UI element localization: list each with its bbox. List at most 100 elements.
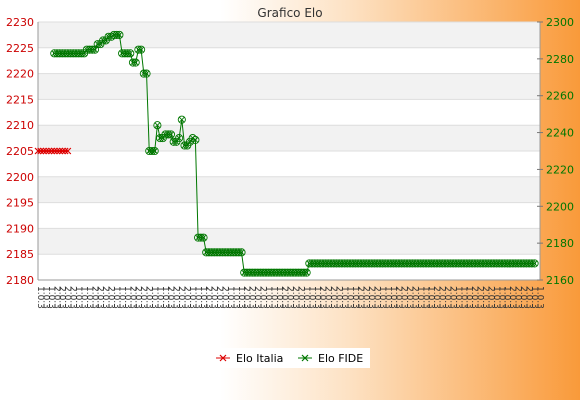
data-point	[66, 49, 75, 58]
data-point	[131, 58, 140, 67]
data-point	[500, 259, 509, 268]
data-point	[77, 49, 86, 58]
x-tick-label: 1.0.3	[464, 286, 474, 309]
x-tick-label: 2.0.3	[220, 286, 230, 309]
x-tick-label: 2.0.3	[328, 286, 338, 309]
x-tick-label: 1.0.3	[263, 286, 273, 309]
data-point	[316, 259, 325, 268]
data-point	[139, 69, 148, 78]
right-tick-label: 2240	[546, 127, 574, 140]
plot-band	[38, 176, 540, 203]
data-point	[329, 259, 338, 268]
x-tick-label: 2.0.3	[100, 286, 110, 309]
left-tick-label: 2195	[6, 197, 34, 210]
data-point	[327, 259, 336, 268]
data-point	[416, 259, 425, 268]
x-tick-label: 2.0.3	[144, 286, 154, 309]
data-point	[386, 259, 395, 268]
x-axis-ticks: 1.0.31.0.31.0.32.0.32.0.32.0.32.0.31.0.3…	[35, 286, 544, 309]
x-tick-label: 1.0.3	[73, 286, 83, 309]
data-point	[310, 259, 319, 268]
x-tick-label: 2.0.3	[317, 286, 327, 309]
x-tick-label: 1.0.3	[377, 286, 387, 309]
x-tick-label: 1.0.3	[458, 286, 468, 309]
data-point	[118, 49, 127, 58]
data-point	[454, 259, 463, 268]
data-point	[346, 259, 355, 268]
data-point	[525, 259, 534, 268]
left-tick-label: 2230	[6, 16, 34, 29]
data-point	[348, 259, 357, 268]
data-point	[180, 141, 189, 150]
x-tick-label: 2.0.3	[62, 286, 72, 309]
x-tick-label: 1.0.3	[415, 286, 425, 309]
data-point	[207, 248, 216, 257]
data-point	[150, 146, 159, 156]
data-point	[275, 268, 284, 277]
data-point	[53, 147, 61, 155]
data-point-cross	[160, 135, 166, 141]
x-tick-label: 1.0.3	[84, 286, 94, 309]
data-point	[519, 259, 528, 268]
data-point	[234, 248, 243, 257]
data-point	[40, 147, 47, 155]
data-point	[438, 259, 447, 268]
data-point	[487, 259, 496, 268]
data-point	[142, 69, 151, 78]
data-point	[175, 134, 184, 143]
data-point	[435, 259, 444, 268]
data-point-cross	[176, 135, 182, 141]
data-point	[177, 115, 186, 124]
x-tick-label: 2.0.3	[507, 286, 517, 309]
data-point	[443, 259, 452, 268]
x-tick-label: 1.0.3	[154, 286, 164, 309]
data-point	[394, 259, 403, 268]
x-tick-label: 1.0.3	[312, 286, 322, 309]
x-tick-label: 1.0.3	[453, 286, 463, 309]
data-point	[267, 268, 276, 277]
data-point-cross	[138, 46, 144, 53]
series-elo-italia	[34, 147, 72, 155]
legend-fide-marker	[301, 354, 309, 362]
data-point	[506, 259, 515, 268]
data-point-cross	[154, 122, 161, 129]
data-point	[191, 135, 200, 144]
data-point	[245, 268, 254, 277]
left-tick-label: 2225	[6, 42, 34, 55]
data-point	[74, 49, 83, 58]
left-tick-label: 2200	[6, 171, 34, 184]
plot-band	[38, 99, 540, 126]
x-tick-label: 1.0.3	[420, 286, 430, 309]
x-tick-label: 1.0.3	[534, 286, 544, 309]
data-point	[337, 259, 346, 268]
data-point	[58, 147, 66, 155]
x-tick-label: 2.0.3	[68, 286, 78, 309]
x-tick-label: 1.0.3	[306, 286, 316, 309]
x-tick-label: 2.0.3	[241, 286, 251, 309]
x-tick-label: 2.0.3	[95, 286, 105, 309]
data-point-cross	[200, 234, 207, 241]
data-point	[45, 147, 53, 155]
x-tick-label: 1.0.3	[225, 286, 235, 309]
data-point	[432, 259, 441, 268]
data-point	[351, 259, 360, 268]
data-point-cross	[531, 260, 538, 267]
data-point	[64, 147, 72, 155]
chart-title: Grafico Elo	[257, 6, 322, 20]
data-point	[120, 49, 129, 58]
data-point	[321, 259, 330, 268]
data-point	[128, 58, 138, 67]
x-tick-label: 1.0.3	[344, 286, 354, 309]
right-tick-label: 2220	[546, 163, 574, 176]
data-point	[61, 147, 69, 155]
data-point	[56, 147, 64, 155]
data-point	[402, 259, 412, 268]
right-tick-label: 2300	[546, 16, 574, 29]
data-point	[489, 259, 498, 268]
data-point	[392, 259, 401, 268]
data-point	[147, 146, 157, 156]
x-tick-label: 2.0.3	[431, 286, 441, 309]
x-tick-label: 1.0.3	[502, 286, 512, 309]
data-point	[232, 248, 241, 257]
